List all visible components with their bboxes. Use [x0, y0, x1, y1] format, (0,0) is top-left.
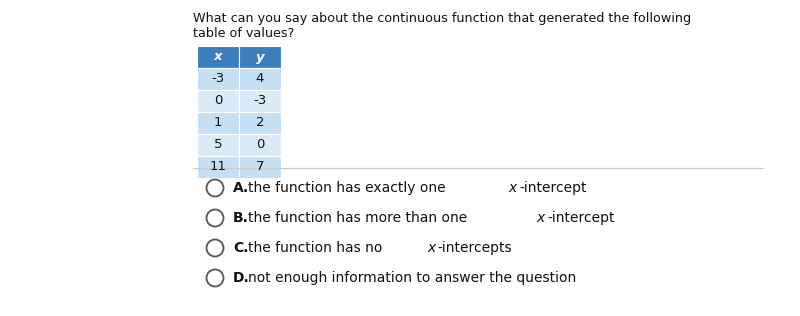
Text: B.: B.	[233, 211, 249, 225]
Text: 11: 11	[210, 161, 226, 173]
Text: 0: 0	[256, 138, 264, 151]
Text: x: x	[214, 51, 222, 64]
Text: x: x	[537, 211, 545, 225]
Text: -3: -3	[211, 72, 225, 86]
FancyBboxPatch shape	[239, 46, 281, 68]
Text: x: x	[427, 241, 435, 255]
Text: -3: -3	[254, 94, 266, 107]
FancyBboxPatch shape	[197, 90, 239, 112]
FancyBboxPatch shape	[197, 156, 239, 178]
Text: 0: 0	[214, 94, 222, 107]
Text: A.: A.	[233, 181, 250, 195]
Text: 4: 4	[256, 72, 264, 86]
Text: the function has exactly one: the function has exactly one	[248, 181, 450, 195]
Text: x: x	[509, 181, 517, 195]
Text: the function has no: the function has no	[248, 241, 386, 255]
FancyBboxPatch shape	[197, 46, 239, 68]
FancyBboxPatch shape	[239, 156, 281, 178]
FancyBboxPatch shape	[239, 90, 281, 112]
Text: y: y	[256, 51, 264, 64]
Text: table of values?: table of values?	[193, 27, 294, 40]
FancyBboxPatch shape	[197, 112, 239, 134]
Text: What can you say about the continuous function that generated the following: What can you say about the continuous fu…	[193, 12, 691, 25]
Text: not enough information to answer the question: not enough information to answer the que…	[248, 271, 576, 285]
Text: 5: 5	[214, 138, 222, 151]
Text: 1: 1	[214, 117, 222, 130]
FancyBboxPatch shape	[197, 68, 239, 90]
Text: -intercept: -intercept	[519, 181, 586, 195]
FancyBboxPatch shape	[239, 112, 281, 134]
Text: -intercepts: -intercepts	[438, 241, 512, 255]
FancyBboxPatch shape	[197, 134, 239, 156]
Text: C.: C.	[233, 241, 249, 255]
Text: D.: D.	[233, 271, 250, 285]
Text: -intercept: -intercept	[547, 211, 614, 225]
Text: the function has more than one: the function has more than one	[248, 211, 472, 225]
Text: 7: 7	[256, 161, 264, 173]
Text: 2: 2	[256, 117, 264, 130]
FancyBboxPatch shape	[239, 134, 281, 156]
FancyBboxPatch shape	[239, 68, 281, 90]
